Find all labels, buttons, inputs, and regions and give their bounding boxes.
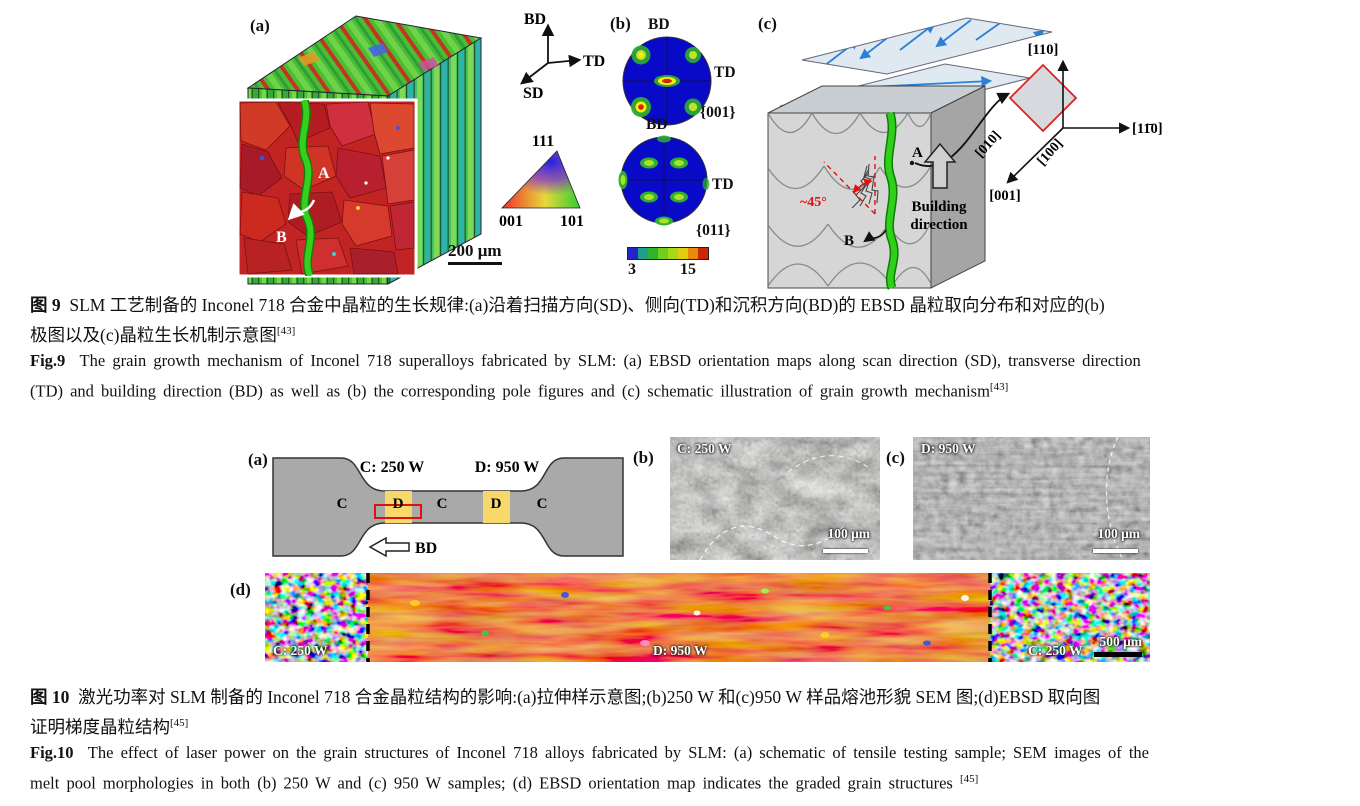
schematic-grain-a-label: A <box>912 145 923 161</box>
inset-grain-a-label: A <box>318 165 330 182</box>
fig10-en-ref: [45] <box>959 773 979 785</box>
fig9-caption-en-label: Fig.9 <box>30 351 66 370</box>
strip-left-tag: C: 250 W <box>273 643 328 658</box>
sem-950w-scalebar-text: 100 μm <box>1097 526 1140 541</box>
legend-d-label: D: 950 W <box>475 459 540 476</box>
inset-a-to-b-arrow <box>287 199 316 221</box>
fig9-pole-figure-001 <box>622 36 712 126</box>
fig10-sem-950w: D: 950 W 100 μm <box>913 437 1150 560</box>
schematic-grain-b-label: B <box>844 233 854 249</box>
crystal-orientation-inset: [110] [11̄0] [001] [010] [100] <box>973 42 1163 204</box>
axis-bd-label: BD <box>524 11 546 28</box>
pf1-plane-label: {001} <box>700 104 736 121</box>
axis-1bar10-label: [11̄0] <box>1132 121 1163 137</box>
fig9-scalebar: 200 μm <box>448 241 502 265</box>
fig9-panel-a-label: (a) <box>250 16 270 35</box>
axis-100-label: [100] <box>1035 136 1066 169</box>
fig9-cn-ref: [43] <box>276 325 296 337</box>
fig10-caption-cn-label: 图 10 <box>30 687 70 707</box>
melt-pool-boundary-dashed <box>1105 437 1124 560</box>
fig9-scalebar-text: 200 μm <box>448 241 502 260</box>
bd-label: BD <box>415 540 437 557</box>
dogbone-sample <box>272 457 624 557</box>
laser-d-band-2 <box>483 491 510 523</box>
building-direction-label-1: Building <box>911 199 967 215</box>
sem-250w-scalebar-text: 100 μm <box>827 526 870 541</box>
fig9-en-ref: [43] <box>989 381 1009 393</box>
pf1-bd-label: BD <box>648 16 670 33</box>
axis-001-label: [001] <box>989 188 1020 204</box>
fig10-caption-cn: 图 10 激光功率对 SLM 制备的 Inconel 718 合金晶粒结构的影响… <box>30 687 1101 737</box>
crystal-cell-diamond <box>1008 63 1078 133</box>
fig9-caption-en: Fig.9 The grain growth mechanism of Inco… <box>30 351 1141 401</box>
pf2-bd-label: BD <box>646 116 668 133</box>
legend-c-label: C: 250 W <box>360 459 425 476</box>
schematic-cube-front <box>767 112 932 289</box>
pole-figure-colorbar <box>627 247 709 260</box>
pf2-td-label: TD <box>712 176 734 193</box>
inset-grain-b-label: B <box>276 229 287 246</box>
fig9-pole-figure-011 <box>618 135 710 226</box>
fig10-caption-en-label: Fig.10 <box>30 743 74 762</box>
axis-td-label: TD <box>583 53 605 70</box>
sem-950w-scalebar-line <box>1093 549 1138 553</box>
grain-b-pointer-arrow <box>863 229 887 243</box>
fig10-panel-d-label: (d) <box>230 580 251 599</box>
sem-250w-scalebar-line <box>823 549 868 553</box>
fig10-sem-250w: C: 250 W 100 μm <box>670 437 880 560</box>
ipf-001-label: 001 <box>499 213 523 230</box>
building-direction-arrow <box>923 142 957 189</box>
fig10-ebsd-strip: C: 250 W D: 950 W C: 250 W 500 μm <box>265 573 1150 662</box>
ipf-111-label: 111 <box>532 133 554 150</box>
strip-mid-tag: D: 950 W <box>653 643 708 658</box>
fig10-panel-a-label: (a) <box>248 450 268 469</box>
fig9-panel-b-label: (b) <box>610 14 631 33</box>
gauge-zone-4: D <box>491 496 502 512</box>
strip-scalebar-text: 500 μm <box>1099 634 1142 649</box>
fig9-growth-schematic: ~45° A B Building direction [110] [11̄0]… <box>767 17 1163 290</box>
strip-right-tag: C: 250 W <box>1028 643 1083 658</box>
ipf-101-label: 101 <box>560 213 584 230</box>
melt-pool-arcs <box>768 113 931 287</box>
fig9-scalebar-line <box>448 262 502 265</box>
roi-red-rectangle <box>374 504 422 519</box>
axis-110-label: [110] <box>1028 42 1059 58</box>
gauge-zone-3: C <box>437 496 448 512</box>
sem-950w-tag: D: 950 W <box>921 441 976 456</box>
bd-direction-arrow <box>368 536 410 558</box>
scan-layer-top <box>801 17 1053 75</box>
colorbar-min-label: 3 <box>628 261 636 278</box>
fig10-cn-ref: [45] <box>170 717 189 729</box>
sem-250w-tag: C: 250 W <box>677 441 732 456</box>
angle-label: ~45° <box>800 195 827 210</box>
strip-scalebar-line <box>1094 652 1142 657</box>
fig9-ebsd-cube: A B <box>236 15 483 285</box>
gauge-zone-1: C <box>337 496 348 512</box>
fig9-axes-diagram: BD TD SD <box>520 11 605 102</box>
pf2-plane-label: {011} <box>696 222 731 239</box>
axis-sd-label: SD <box>523 85 543 102</box>
melt-pool-outline-dashed <box>699 524 846 560</box>
fig10-panel-b-label: (b) <box>633 448 654 467</box>
fig9-ipf-triangle: 111 001 101 <box>499 133 584 230</box>
fig10-tensile-schematic: C: 250 W D: 950 W C D C D C BD <box>272 457 624 558</box>
fig9-caption-cn-label: 图 9 <box>30 295 61 315</box>
fig9-panel-c-label: (c) <box>758 14 777 33</box>
gauge-zone-2: D <box>393 496 404 512</box>
fig10-caption-en: Fig.10 The effect of laser power on the … <box>30 743 1149 793</box>
strip-flecks <box>410 588 969 646</box>
fig9-caption-cn: 图 9 SLM 工艺制备的 Inconel 718 合金中晶粒的生长规律:(a)… <box>30 295 1105 345</box>
fig10-panel-c-label: (c) <box>886 448 905 467</box>
colorbar-max-label: 15 <box>680 261 696 278</box>
building-direction-label-2: direction <box>910 217 968 233</box>
grain-a-pointer-arrow <box>914 92 1011 167</box>
pf1-td-label: TD <box>714 64 736 81</box>
gauge-zone-5: C <box>537 496 548 512</box>
